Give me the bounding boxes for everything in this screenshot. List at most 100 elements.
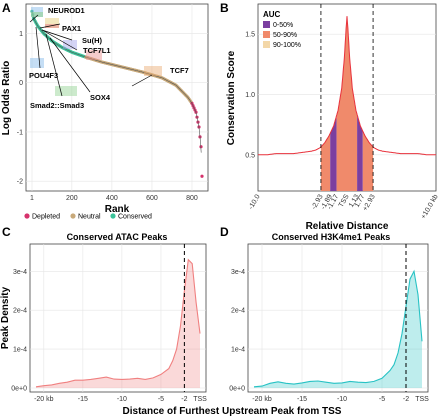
x-tick-label: +10.0 kb [420,193,440,220]
y-tick-label: 0 [19,80,23,87]
legend-swatch-neutral [70,213,76,219]
motif-logo [86,50,102,60]
density-area [36,259,200,388]
panel-a-grid [26,4,208,191]
motif-logo [45,18,59,28]
annotation-neurod1: NEUROD1 [48,6,85,15]
x-tick-label: -5 [379,396,385,403]
panel-a-ylabel: Log Odds Ratio [1,61,12,135]
annotation-pou4f3: POU4F3 [29,71,58,80]
legend-swatch-depleted [24,213,30,219]
y-tick-label: 1.5 [245,32,255,39]
panel-b-ylabel: Conservation Score [226,50,237,145]
y-tick-label: 1 [19,31,23,38]
x-tick-label: -15 [78,396,88,403]
density-line [35,258,201,388]
conservation-line [258,16,436,156]
panel-b-xlabel: Relative Distance [306,221,389,232]
shared-xlabel: Distance of Furthest Upstream Peak from … [123,406,342,417]
panel-a-letter: A [2,1,11,15]
panel-c-series [35,244,201,392]
panel-d-letter: D [220,225,229,239]
x-tick-label: -10.0 [248,193,262,210]
y-tick-label: 1e-4 [13,347,27,354]
y-tick-label: 0e+0 [229,386,245,393]
panel-c-title: Conserved ATAC Peaks [67,232,168,242]
y-tick-label: 1e-4 [231,347,245,354]
x-tick-label: 800 [186,195,198,202]
auc-band [330,115,337,191]
data-point-depleted [200,174,204,178]
motif-logo [30,58,44,68]
density-area [254,271,422,388]
motif-logo [31,12,43,17]
y-tick-label: -1 [17,129,23,136]
x-tick-label: -20 kb [34,396,54,403]
x-tick-label: 600 [146,195,158,202]
panel-d-ticks: -20 kb -15 -10 -5 -2 TSS 0e+0 1e-4 2e-4 3e-4 [229,269,429,403]
panel-a-legend: Depleted Neutral Conserved [24,213,152,221]
panel-d-title: Conserved H3K4me1 Peaks [272,232,391,242]
annotation-suh: Su(H) [82,36,102,45]
legend-label-50-90: 50-90% [273,32,297,39]
legend-label-0-50: 0-50% [273,22,293,29]
x-tick-label: -2 [181,396,187,403]
panel-b-legend: AUC 0-50% 50-90% 90-100% [263,10,301,49]
panel-b-series [258,4,436,191]
x-tick-label: -2 [403,396,409,403]
density-line [253,269,423,388]
motif-logo [45,24,59,28]
panel-d-grid [248,244,428,392]
legend-label-depleted: Depleted [32,214,60,221]
panel-c-plot-area [29,243,207,393]
panel-c-ticks: -20 kb -15 -10 -5 -2 TSS 0e+0 1e-4 2e-4 3e-4 [11,269,207,403]
panel-a-xlabel: Rank [105,204,130,215]
legend-label-neutral: Neutral [78,214,101,221]
panel-a-plot-area [25,3,209,192]
y-tick-label: 2e-4 [231,308,245,315]
panel-d-series [253,244,423,392]
panel-c-ylabel: Peak Density [0,286,11,349]
y-tick-label: 3e-4 [13,269,27,276]
motif-logo [144,66,162,76]
auc-band [362,131,374,191]
y-tick-label: 0.5 [245,152,255,159]
annotation-tcf7: TCF7 [170,66,189,75]
x-tick-label: -20 kb [252,396,272,403]
x-tick-label: 400 [106,195,118,202]
x-tick-label: TSS [193,396,207,403]
panel-d: D Conserved H3K4me1 Peaks -20 kb -15 -10 -5… [220,225,429,403]
legend-swatch-0-50 [263,21,270,28]
annotation-lines [29,14,153,97]
x-tick-label: -10 [117,396,127,403]
panel-b-letter: B [220,1,229,15]
x-tick-label: 1 [30,195,34,202]
x-tick-label: -10 [337,396,347,403]
annotation-tcf7l1: TCF7L1 [83,46,111,55]
y-tick-label: -2 [17,179,23,186]
motif-logo [55,86,77,96]
panel-c: C Conserved ATAC Peaks -20 kb -15 -10 -5 -2 T… [0,225,207,403]
auc-band [336,18,358,191]
auc-band [357,114,363,191]
annotation-sox4: SOX4 [90,93,111,102]
x-tick-label: 200 [66,195,78,202]
y-tick-label: 0e+0 [11,386,27,393]
x-tick-label: TSS [415,396,429,403]
panel-a-ticks: 1 200 400 600 800 1 0 -1 -2 [17,31,198,202]
panel-d-plot-area [247,243,429,393]
legend-title-auc: AUC [263,10,281,19]
auc-band [320,133,331,191]
x-tick-label: -15 [297,396,307,403]
y-tick-label: 3e-4 [231,269,245,276]
legend-swatch-50-90 [263,31,270,38]
panel-c-grid [30,244,206,392]
panel-a: A NEUROD1 PAX1 Su(H) [1,1,209,221]
x-tick-label: -5 [158,396,164,403]
annotation-smad2-smad3: Smad2::Smad3 [30,101,84,110]
annotation-pax1: PAX1 [62,24,81,33]
panel-a-series [30,9,204,178]
motif-logo [63,40,77,49]
legend-swatch-conserved [110,213,116,219]
